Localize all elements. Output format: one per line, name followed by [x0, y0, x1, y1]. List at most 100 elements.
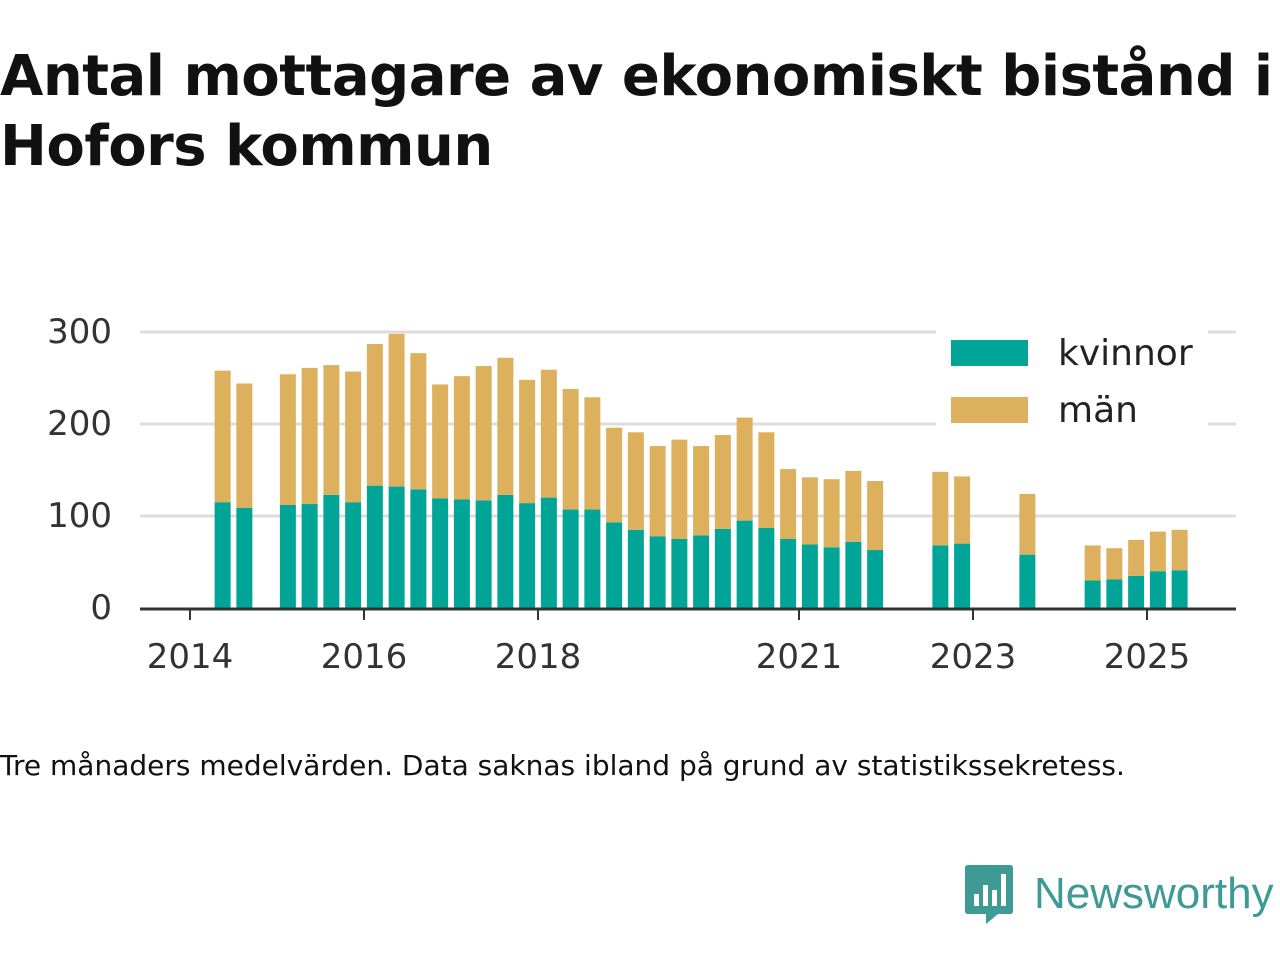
bar-män-2017-Q2 — [475, 366, 492, 501]
bar-män-2024-Q3 — [1106, 548, 1123, 580]
y-tick-label: 200 — [47, 404, 112, 444]
x-axis-ticks: 2014 2016 2018 2021 2023 2025 — [147, 609, 1191, 677]
y-tick-label: 100 — [47, 496, 112, 536]
bar-stack-2021-Q4 — [867, 481, 884, 608]
bar-stack-2016-Q3 — [410, 353, 427, 608]
bar-kvinnor-2017-Q1 — [453, 499, 470, 608]
bar-män-2025-Q1 — [1149, 531, 1166, 572]
bar-män-2020-Q1 — [714, 435, 731, 529]
bar-stack-2024-Q4 — [1128, 539, 1145, 608]
bar-män-2025-Q2 — [1171, 529, 1188, 571]
bar-kvinnor-2015-Q1 — [279, 504, 296, 608]
bar-män-2020-Q3 — [758, 432, 775, 528]
bar-män-2017-Q4 — [519, 379, 536, 504]
x-tick-label-2023: 2023 — [930, 637, 1017, 677]
bar-kvinnor-2017-Q3 — [497, 494, 514, 608]
bar-stack-2018-Q3 — [584, 397, 601, 608]
bar-stack-2024-Q3 — [1106, 548, 1123, 608]
bar-stack-2019-Q3 — [671, 439, 688, 608]
bar-män-2024-Q2 — [1084, 545, 1101, 581]
bar-kvinnor-2016-Q1 — [366, 485, 383, 608]
bar-stack-2019-Q2 — [649, 446, 666, 608]
bar-kvinnor-2021-Q4 — [867, 550, 884, 608]
bar-stack-2018-Q4 — [606, 427, 623, 608]
bar-kvinnor-2017-Q2 — [475, 500, 492, 608]
bar-stack-2021-Q2 — [823, 479, 840, 608]
bar-kvinnor-2018-Q2 — [562, 509, 579, 608]
legend-swatch-kvinnor — [951, 340, 1028, 366]
bar-stack-2015-Q2 — [301, 367, 318, 608]
bar-stack-2021-Q1 — [801, 477, 818, 608]
bar-kvinnor-2025-Q1 — [1149, 571, 1166, 608]
bar-kvinnor-2020-Q4 — [780, 539, 797, 608]
x-tick-label-2018: 2018 — [495, 637, 582, 677]
bar-män-2015-Q1 — [279, 374, 296, 505]
legend-label-kvinnor: kvinnor — [1058, 333, 1193, 374]
bar-män-2016-Q1 — [366, 343, 383, 486]
legend-label-män: män — [1058, 390, 1138, 431]
bar-kvinnor-2021-Q3 — [845, 541, 862, 608]
bar-kvinnor-2024-Q4 — [1128, 575, 1145, 608]
bar-stack-2017-Q1 — [453, 376, 470, 608]
bar-kvinnor-2018-Q4 — [606, 522, 623, 608]
bar-män-2022-Q4 — [954, 476, 971, 544]
bar-stack-2014-Q2 — [214, 370, 231, 608]
bar-män-2021-Q3 — [845, 470, 862, 542]
bar-män-2021-Q1 — [801, 477, 818, 545]
x-tick-label-2014: 2014 — [147, 637, 234, 677]
bar-kvinnor-2020-Q1 — [714, 528, 731, 608]
bar-kvinnor-2021-Q1 — [801, 544, 818, 608]
bar-kvinnor-2019-Q2 — [649, 536, 666, 608]
chart-title: Antal mottagare av ekonomiskt bistånd i … — [0, 44, 1273, 179]
bar-stack-2019-Q1 — [627, 432, 644, 608]
bar-stack-2018-Q2 — [562, 389, 579, 608]
bar-kvinnor-2016-Q3 — [410, 489, 427, 608]
bar-män-2018-Q4 — [606, 427, 623, 523]
bar-stack-2021-Q3 — [845, 470, 862, 608]
bar-kvinnor-2016-Q4 — [432, 498, 449, 608]
bar-kvinnor-2018-Q3 — [584, 509, 601, 608]
bar-kvinnor-2021-Q2 — [823, 547, 840, 608]
bar-kvinnor-2015-Q3 — [323, 494, 340, 608]
bar-kvinnor-2018-Q1 — [540, 497, 557, 608]
bar-män-2019-Q3 — [671, 439, 688, 539]
bar-män-2019-Q1 — [627, 432, 644, 530]
bar-kvinnor-2014-Q2 — [214, 502, 231, 608]
bar-män-2021-Q2 — [823, 479, 840, 548]
bar-stack-2018-Q1 — [540, 369, 557, 608]
bar-kvinnor-2020-Q3 — [758, 527, 775, 608]
bar-kvinnor-2014-Q3 — [236, 507, 253, 608]
bar-män-2015-Q4 — [345, 371, 362, 503]
stacked-bar-chart: 0 100 200 300 2014 2016 2018 2021 2023 2025 kvin… — [47, 312, 1236, 677]
bar-stack-2015-Q3 — [323, 365, 340, 608]
bar-män-2024-Q4 — [1128, 539, 1145, 576]
bar-män-2018-Q3 — [584, 397, 601, 510]
bar-stack-2025-Q2 — [1171, 529, 1188, 608]
bars — [214, 333, 1188, 608]
bar-stack-2020-Q4 — [780, 469, 797, 608]
bar-stack-2019-Q4 — [693, 446, 710, 608]
legend: kvinnor män — [936, 328, 1208, 432]
bar-kvinnor-2020-Q2 — [736, 520, 753, 608]
bar-kvinnor-2019-Q1 — [627, 529, 644, 608]
bar-män-2019-Q2 — [649, 446, 666, 537]
bar-män-2016-Q4 — [432, 384, 449, 499]
bar-stack-2014-Q3 — [236, 383, 253, 608]
bar-män-2018-Q2 — [562, 389, 579, 510]
bar-män-2020-Q4 — [780, 469, 797, 539]
brand-name: Newsworthy — [1034, 869, 1274, 918]
bar-kvinnor-2025-Q2 — [1171, 570, 1188, 608]
bar-stack-2022-Q4 — [954, 476, 971, 608]
bar-män-2021-Q4 — [867, 481, 884, 551]
bar-män-2017-Q3 — [497, 357, 514, 495]
x-tick-label-2025: 2025 — [1104, 637, 1191, 677]
bar-kvinnor-2022-Q4 — [954, 543, 971, 608]
bar-män-2022-Q3 — [932, 471, 949, 546]
bar-stack-2017-Q4 — [519, 379, 536, 608]
bar-kvinnor-2024-Q3 — [1106, 579, 1123, 608]
bar-män-2015-Q2 — [301, 367, 318, 505]
x-tick-label-2021: 2021 — [756, 637, 843, 677]
x-tick-label-2016: 2016 — [321, 637, 408, 677]
bar-kvinnor-2016-Q2 — [388, 486, 405, 608]
bar-stack-2016-Q4 — [432, 384, 449, 608]
